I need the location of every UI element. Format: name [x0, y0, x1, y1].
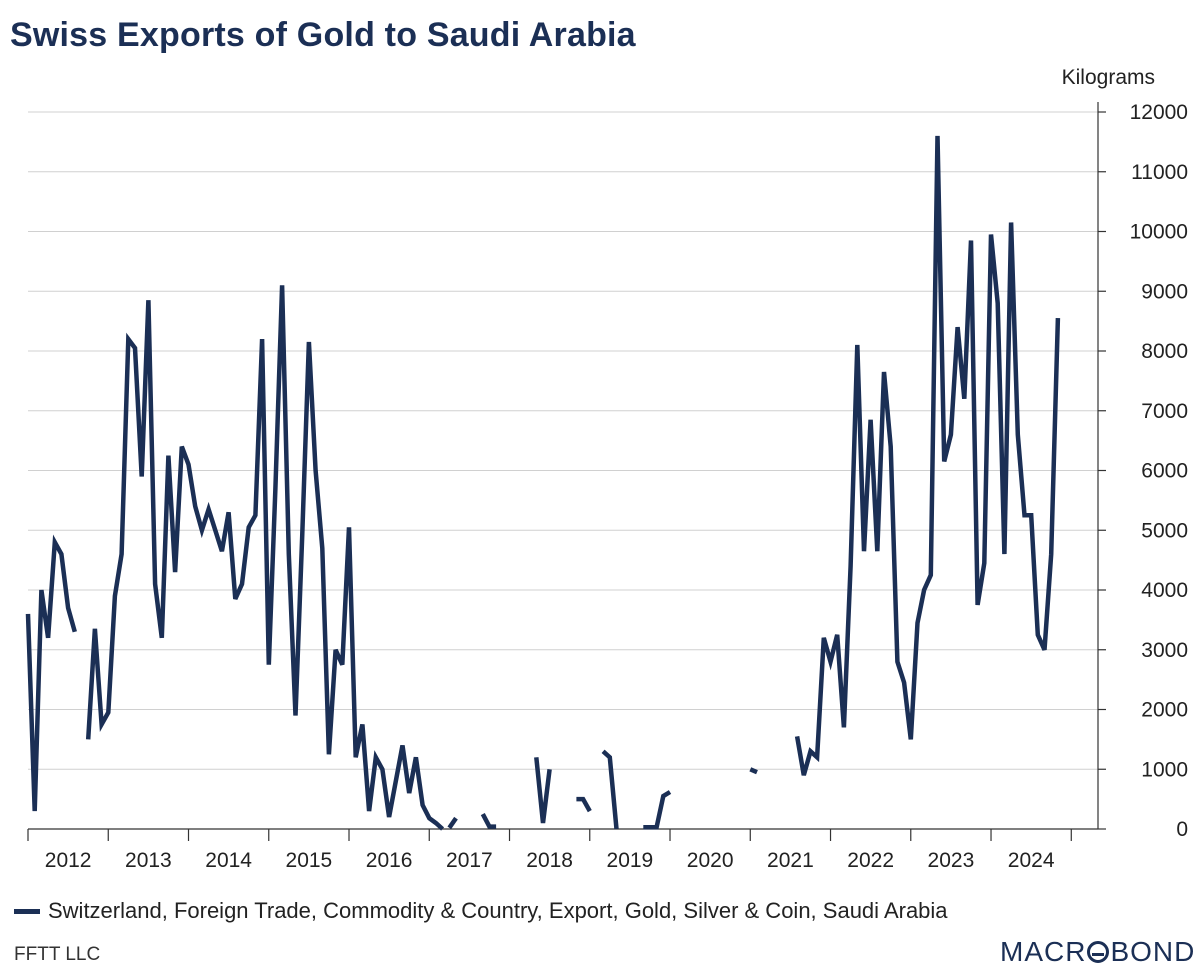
x-tick-label-2023: 2023: [928, 849, 975, 872]
x-tick-label-2012: 2012: [45, 849, 92, 872]
y-tick-label-6000: 6000: [1141, 460, 1188, 483]
y-tick-label-10000: 10000: [1130, 221, 1188, 244]
axes: [27, 102, 1106, 841]
series-0-segment-9: [794, 135, 1061, 776]
macrobond-logo: MACR BOND: [1000, 936, 1195, 968]
y-tick-label-4000: 4000: [1141, 579, 1188, 602]
source-label: FFTT LLC: [14, 944, 101, 965]
x-tick-label-2015: 2015: [286, 849, 333, 872]
series-layer: [25, 135, 1061, 831]
x-tick-label-2016: 2016: [366, 849, 413, 872]
x-tick-label-2019: 2019: [607, 849, 654, 872]
x-tick-label-2024: 2024: [1008, 849, 1055, 872]
y-tick-label-8000: 8000: [1141, 340, 1188, 363]
series-0-segment-0: [25, 534, 77, 812]
series-0-segment-3: [480, 813, 497, 829]
series-0-segment-6: [601, 749, 619, 830]
y-tick-label-2000: 2000: [1141, 699, 1188, 722]
x-tick-label-2014: 2014: [205, 849, 252, 872]
series-0-segment-5: [576, 796, 592, 813]
logo-o-icon: [1087, 941, 1110, 963]
y-tick-label-7000: 7000: [1141, 400, 1188, 423]
legend-label: Switzerland, Foreign Trade, Commodity & …: [48, 898, 948, 923]
series-0-segment-1: [85, 285, 445, 831]
y-tick-label-9000: 9000: [1141, 280, 1188, 303]
x-tick-label-2018: 2018: [526, 849, 573, 872]
legend-swatch: [14, 908, 40, 914]
y-tick-label-12000: 12000: [1130, 101, 1188, 124]
logo-text-left: MACR: [1000, 936, 1087, 967]
series-0-segment-2: [447, 816, 458, 830]
legend: Switzerland, Foreign Trade, Commodity & …: [14, 898, 948, 924]
y-tick-label-1000: 1000: [1141, 758, 1188, 781]
y-tick-label-11000: 11000: [1131, 161, 1188, 184]
y-axis-unit-label: Kilograms: [1062, 66, 1155, 89]
x-tick-label-2017: 2017: [446, 849, 493, 872]
logo-text-right: BOND: [1110, 936, 1196, 967]
gridlines: [28, 111, 1098, 830]
series-0-segment-8: [749, 767, 758, 775]
x-tick-label-2020: 2020: [687, 849, 734, 872]
series-0-segment-4: [534, 757, 552, 824]
series-0-segment-7: [643, 790, 672, 830]
x-tick-label-2013: 2013: [125, 849, 172, 872]
chart-title: Swiss Exports of Gold to Saudi Arabia: [10, 16, 636, 54]
y-tick-label-3000: 3000: [1141, 639, 1188, 662]
tick-labels: 0 1000 2000 3000 4000 5000 6000 7000 8000 9000 100…: [45, 101, 1188, 872]
y-tick-label-0: 0: [1176, 818, 1188, 841]
x-tick-label-2022: 2022: [847, 849, 894, 872]
chart-canvas: 0 1000 2000 3000 4000 5000 6000 7000 8000 9000 100…: [25, 66, 1188, 872]
x-tick-label-2021: 2021: [767, 849, 814, 872]
y-tick-label-5000: 5000: [1141, 519, 1188, 542]
